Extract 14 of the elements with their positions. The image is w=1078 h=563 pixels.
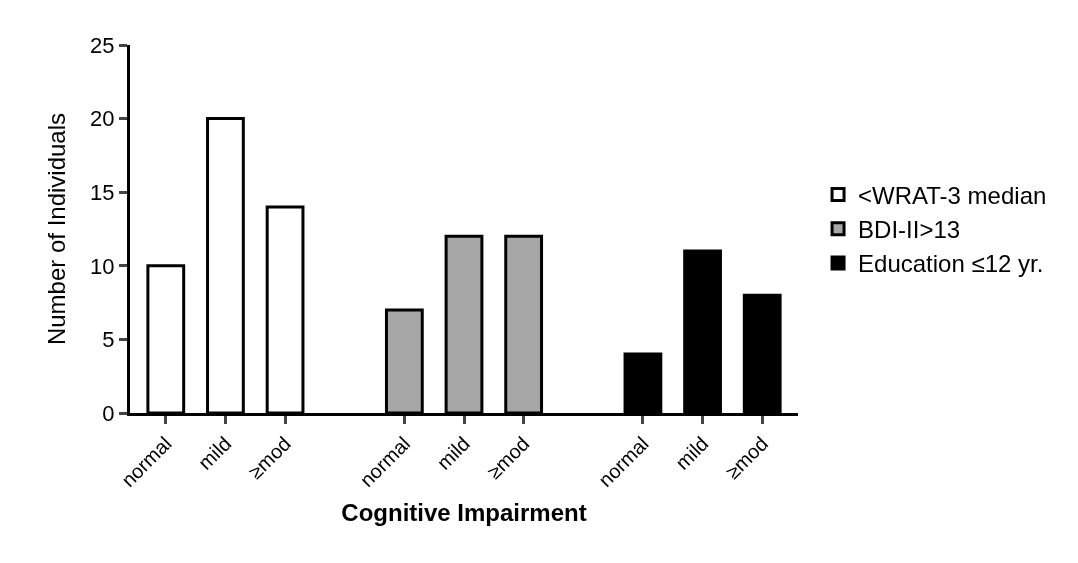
y-tick-label: 20 (90, 106, 115, 132)
x-tick-label: mild (670, 432, 713, 474)
legend-label: Education ≤12 yr. (858, 250, 1044, 278)
y-axis-title: Number of Individuals (43, 112, 71, 346)
legend-label: <WRAT-3 median (858, 181, 1047, 209)
y-tick-label: 25 (90, 32, 115, 58)
legend-label: BDI-II>13 (858, 216, 961, 244)
y-tick-label: 15 (90, 179, 115, 205)
x-tick-label: mild (432, 432, 474, 474)
y-tick-label: 10 (90, 253, 115, 279)
x-axis-title: Cognitive Impairment (341, 499, 587, 527)
y-tick-label: 5 (102, 327, 115, 353)
y-tick-label: 0 (102, 400, 115, 426)
x-tick-label: mild (193, 432, 236, 474)
